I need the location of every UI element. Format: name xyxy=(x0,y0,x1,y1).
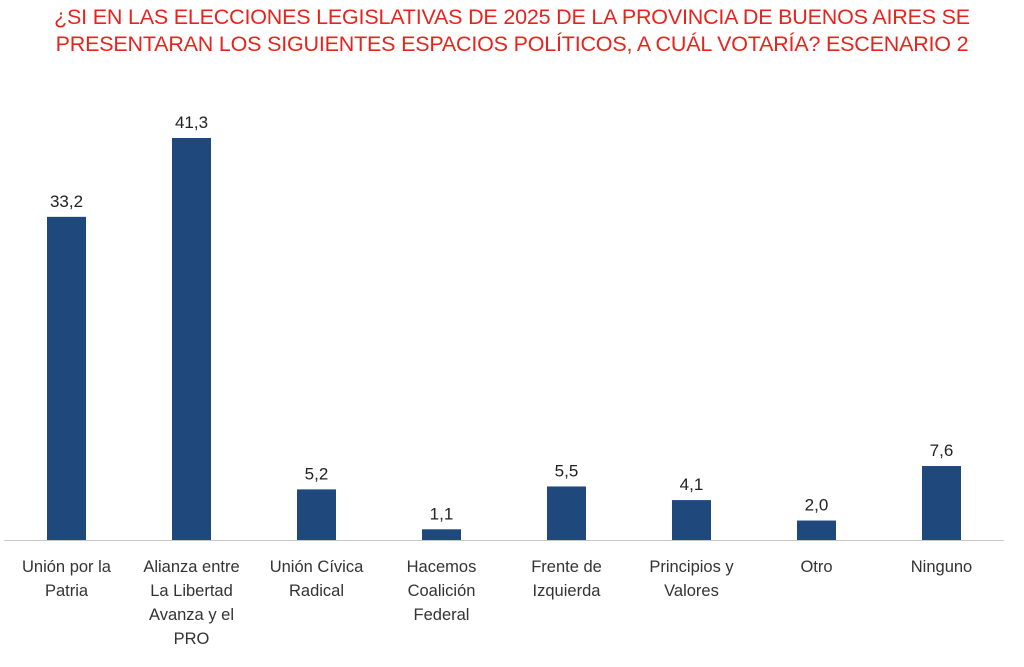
value-label-1: 41,3 xyxy=(175,113,208,132)
value-label-0: 33,2 xyxy=(50,192,83,211)
bar-7 xyxy=(922,466,961,540)
bar-2 xyxy=(297,489,336,540)
category-label-0: Unión por la Patria xyxy=(22,558,112,600)
category-labels-group: Unión por la Patria Alianza entre La Libert… xyxy=(22,558,972,648)
value-labels-group: 33,2 41,3 5,2 1,1 5,5 4,1 2,0 7,6 xyxy=(50,113,953,523)
bar-4 xyxy=(547,486,586,540)
category-label-2: Unión Cívica Radical xyxy=(270,558,364,600)
category-label-5: Principios y Valores xyxy=(649,558,734,600)
bar-3 xyxy=(422,529,461,540)
value-label-7: 7,6 xyxy=(930,441,954,460)
value-label-4: 5,5 xyxy=(555,461,579,480)
category-label-6: Otro xyxy=(800,558,832,576)
bars-group xyxy=(47,138,961,540)
value-label-5: 4,1 xyxy=(680,475,704,494)
value-label-2: 5,2 xyxy=(305,464,329,483)
bar-0 xyxy=(47,216,86,540)
category-label-1: Alianza entre La Libertad Avanza y el PRO xyxy=(143,558,239,648)
value-label-3: 1,1 xyxy=(430,504,454,523)
category-label-3: Hacemos Coalición Federal xyxy=(407,558,477,624)
category-label-7: Ninguno xyxy=(911,558,972,576)
chart-title-line-2: PRESENTARAN LOS SIGUIENTES ESPACIOS POLÍ… xyxy=(55,32,969,56)
chart-title: ¿SI EN LAS ELECCIONES LEGISLATIVAS DE 20… xyxy=(0,4,1024,58)
bar-1 xyxy=(172,138,211,540)
bar-5 xyxy=(672,500,711,540)
chart-title-line-1: ¿SI EN LAS ELECCIONES LEGISLATIVAS DE 20… xyxy=(54,5,970,29)
bar-6 xyxy=(797,520,836,540)
category-label-4: Frente de Izquierda xyxy=(531,558,602,600)
value-label-6: 2,0 xyxy=(805,496,829,515)
